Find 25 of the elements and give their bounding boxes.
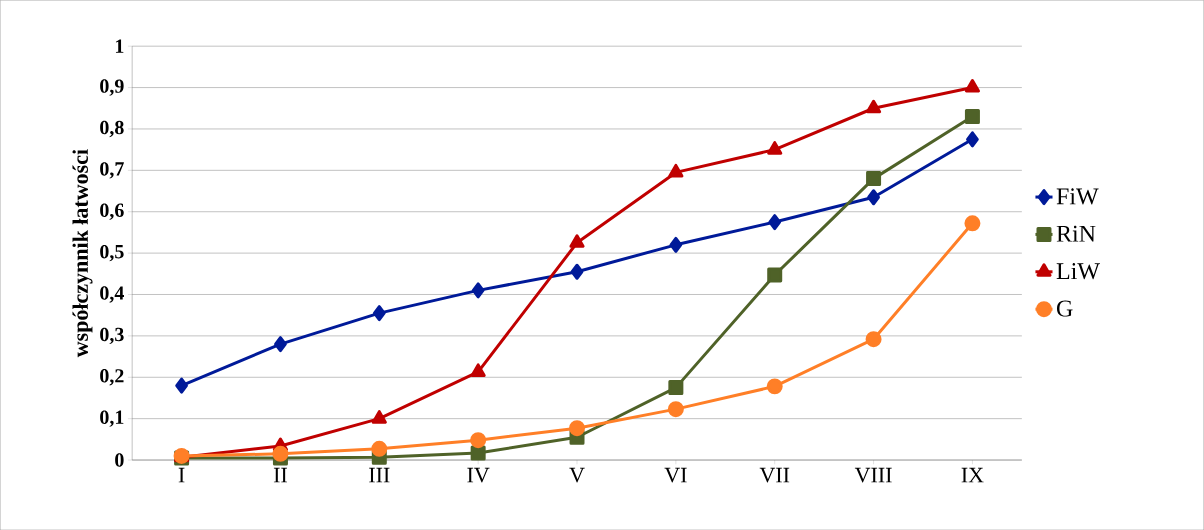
x-tick-label: III bbox=[369, 467, 390, 483]
y-tick-label: 0,6 bbox=[100, 203, 124, 220]
y-axis-title: współczynnik łatwości bbox=[72, 149, 93, 358]
legend-label: G bbox=[1057, 300, 1073, 317]
legend-label: LiW bbox=[1056, 263, 1100, 280]
x-tick-label: IX bbox=[961, 467, 984, 483]
y-tick-label: 0,7 bbox=[100, 162, 124, 179]
legend-label: RiN bbox=[1056, 225, 1096, 242]
y-tick-label: 0 bbox=[115, 453, 124, 467]
x-tick-label: II bbox=[273, 467, 287, 483]
y-tick-label: 0,2 bbox=[100, 368, 124, 386]
x-tick-label: VI bbox=[664, 467, 687, 483]
y-tick-label: 0,9 bbox=[100, 79, 124, 96]
x-tick-label: IV bbox=[467, 467, 490, 483]
y-tick-label: 0,1 bbox=[100, 410, 124, 427]
x-tick-label: V bbox=[569, 467, 585, 483]
y-tick-label: 0,4 bbox=[100, 286, 124, 303]
x-tick-label: I bbox=[178, 467, 185, 483]
x-tick-label: VIII bbox=[854, 467, 892, 483]
y-tick-label: 0,5 bbox=[100, 244, 124, 262]
legend-label: FiW bbox=[1056, 188, 1099, 205]
y-tick-label: 0,8 bbox=[100, 120, 124, 138]
x-tick-label: VII bbox=[759, 467, 790, 483]
y-tick-label: 0,3 bbox=[100, 327, 124, 344]
y-tick-label: 1 bbox=[115, 39, 124, 53]
